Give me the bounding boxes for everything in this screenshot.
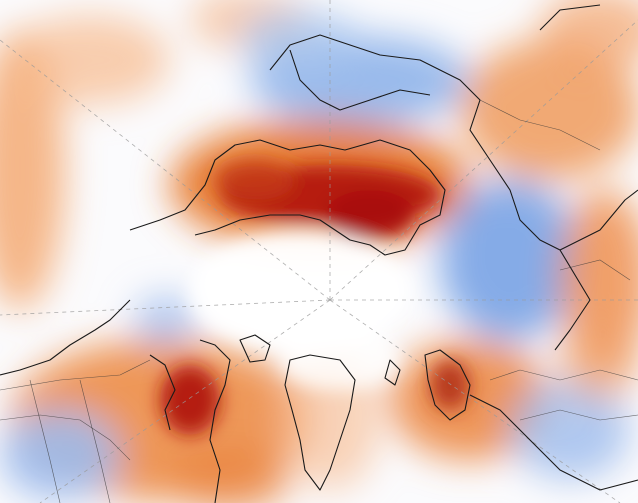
borders <box>0 99 638 503</box>
coastlines <box>0 4 638 503</box>
